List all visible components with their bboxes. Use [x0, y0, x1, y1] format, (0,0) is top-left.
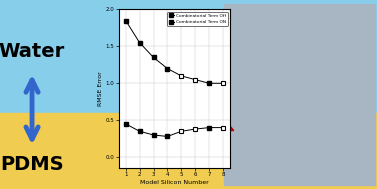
- Bar: [0, 0, 377, 113]
- Text: Water: Water: [0, 42, 65, 60]
- Bar: [224, 4, 375, 185]
- Y-axis label: RMSE Error: RMSE Error: [98, 71, 103, 106]
- Legend: Combinatorial Term Off, Combinatorial Term ON: Combinatorial Term Off, Combinatorial Te…: [167, 12, 228, 26]
- Bar: [0, 113, 377, 189]
- Text: PDMS: PDMS: [0, 155, 64, 174]
- X-axis label: Model Silicon Number: Model Silicon Number: [140, 180, 209, 185]
